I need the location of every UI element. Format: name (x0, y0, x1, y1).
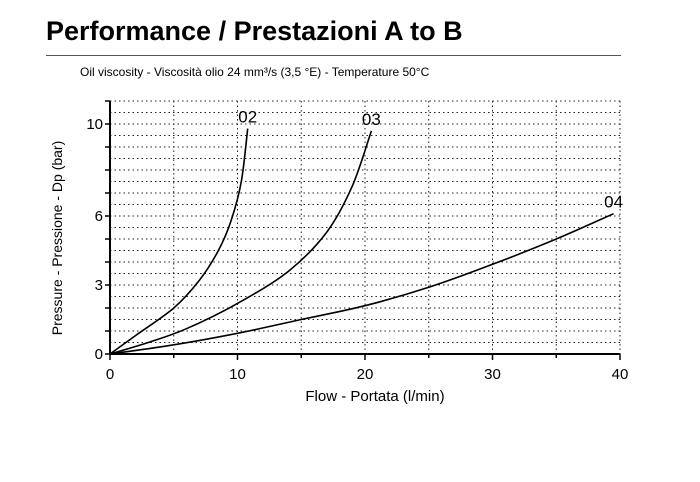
x-tick-label: 10 (229, 366, 246, 383)
curve-02 (109, 128, 249, 355)
curve-label-04: 04 (604, 193, 623, 212)
title-underline (46, 55, 621, 56)
curve-label-02: 02 (238, 108, 257, 127)
grid (110, 100, 621, 354)
y-tick-label: 0 (95, 346, 103, 363)
x-tick-label: 40 (612, 366, 629, 383)
curve-04 (109, 212, 614, 355)
y-tick-label: 6 (95, 208, 103, 225)
chart-title: Performance / Prestazioni A to B (46, 16, 463, 46)
x-tick-label: 20 (357, 366, 374, 383)
y-axis-label: Pressure - Pressione - Dp (bar) (49, 141, 65, 336)
curve-label-03: 03 (362, 110, 381, 129)
y-tick-label: 3 (95, 277, 103, 294)
x-tick-label: 30 (484, 366, 501, 383)
curves: 02 03 04 (109, 108, 623, 355)
y-tick-label: 10 (86, 116, 103, 133)
x-tick-label: 0 (106, 366, 114, 383)
curve-03 (109, 130, 373, 355)
x-axis-label: Flow - Portata (l/min) (305, 388, 444, 405)
chart-subtitle: Oil viscosity - Viscosità olio 24 mm³/s … (80, 65, 430, 79)
